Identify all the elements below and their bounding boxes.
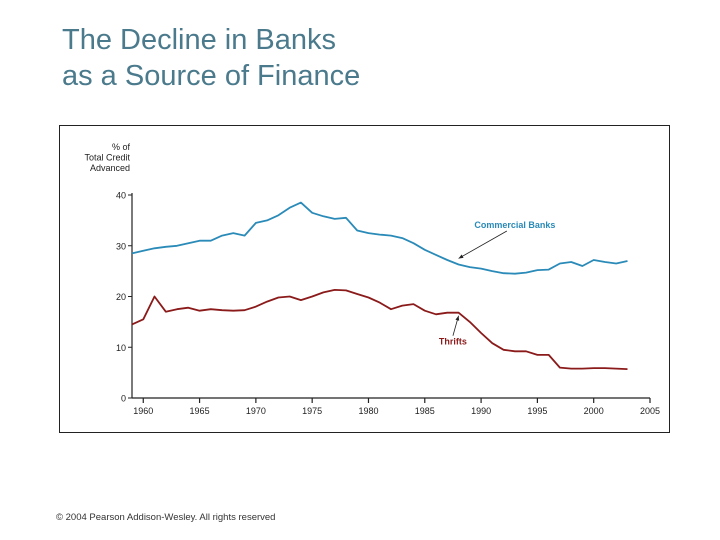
- line-chart: 0 10 20 30 40 1960 1965 1970 1975 1980 1985 1990 199…: [84, 142, 660, 416]
- x-tick-label: 1980: [358, 406, 378, 416]
- annotation-arrowhead: [455, 315, 460, 321]
- x-tick-label: 1985: [415, 406, 435, 416]
- series-line-commercial-banks: [131, 201, 628, 275]
- x-tick-label: 2000: [584, 406, 604, 416]
- annotation-label: Commercial Banks: [474, 220, 555, 230]
- copyright-footer: © 2004 Pearson Addison-Wesley. All right…: [56, 512, 276, 523]
- x-tick-label: 1965: [190, 406, 210, 416]
- chart-frame: 0 10 20 30 40 1960 1965 1970 1975 1980 1985 1990 199…: [59, 125, 670, 433]
- annotation-arrowhead: [458, 254, 464, 259]
- y-axis-label-line: Advanced: [90, 163, 130, 173]
- y-axis-label-line: Total Credit: [84, 153, 130, 163]
- annotation-label: Thrifts: [439, 337, 467, 347]
- slide-title-line1: The Decline in Banks: [62, 24, 337, 56]
- x-tick-label: 2005: [640, 406, 660, 416]
- y-tick-label: 30: [116, 241, 126, 251]
- y-tick-label: 10: [116, 343, 126, 353]
- x-tick-label: 1970: [246, 406, 266, 416]
- slide-title-line2: as a Source of Finance: [62, 60, 361, 92]
- slide-title: The Decline in Banks as a Source of Fina…: [62, 22, 360, 94]
- x-tick-label: 1995: [527, 406, 547, 416]
- x-tick-label: 1960: [133, 406, 153, 416]
- x-tick-label: 1990: [471, 406, 491, 416]
- series-line-thrifts: [131, 288, 628, 370]
- x-tick-label: 1975: [302, 406, 322, 416]
- y-tick-label: 40: [116, 191, 126, 201]
- annotation-arrow: [458, 230, 508, 259]
- y-tick-label: 20: [116, 292, 126, 302]
- y-axis-label-line: % of: [112, 142, 131, 152]
- y-tick-label: 0: [121, 394, 126, 404]
